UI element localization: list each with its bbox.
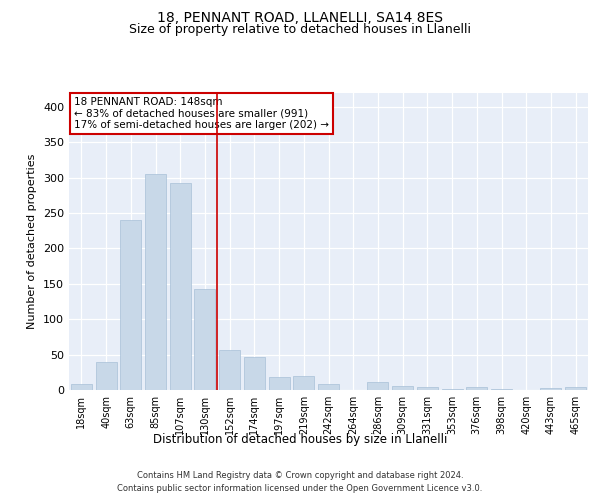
Bar — [71, 384, 92, 390]
Bar — [170, 183, 191, 390]
Bar — [541, 388, 562, 390]
Y-axis label: Number of detached properties: Number of detached properties — [28, 154, 37, 329]
Text: Contains public sector information licensed under the Open Government Licence v3: Contains public sector information licen… — [118, 484, 482, 493]
Bar — [367, 382, 388, 390]
Bar — [269, 376, 290, 390]
Bar — [219, 350, 240, 390]
Text: Distribution of detached houses by size in Llanelli: Distribution of detached houses by size … — [153, 432, 447, 446]
Bar — [145, 174, 166, 390]
Bar — [442, 388, 463, 390]
Bar — [194, 288, 215, 390]
Bar — [244, 358, 265, 390]
Text: 18, PENNANT ROAD, LLANELLI, SA14 8ES: 18, PENNANT ROAD, LLANELLI, SA14 8ES — [157, 11, 443, 25]
Bar — [565, 387, 586, 390]
Bar — [293, 376, 314, 390]
Text: Size of property relative to detached houses in Llanelli: Size of property relative to detached ho… — [129, 23, 471, 36]
Bar — [417, 387, 438, 390]
Bar — [466, 387, 487, 390]
Bar — [95, 362, 116, 390]
Bar — [392, 386, 413, 390]
Text: Contains HM Land Registry data © Crown copyright and database right 2024.: Contains HM Land Registry data © Crown c… — [137, 471, 463, 480]
Bar — [120, 220, 141, 390]
Text: 18 PENNANT ROAD: 148sqm
← 83% of detached houses are smaller (991)
17% of semi-d: 18 PENNANT ROAD: 148sqm ← 83% of detache… — [74, 97, 329, 130]
Bar — [318, 384, 339, 390]
